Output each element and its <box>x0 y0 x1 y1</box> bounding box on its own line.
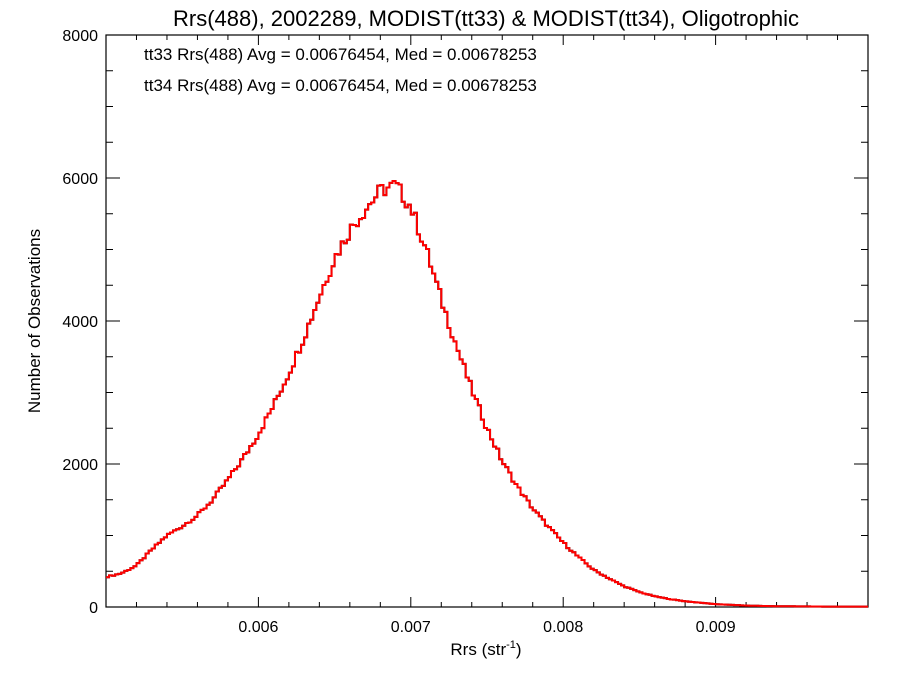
series-layer <box>106 179 868 608</box>
x-axis-label: Rrs (str-1) <box>450 639 521 659</box>
plot-frame <box>105 34 869 608</box>
y-axis: 0 2000 4000 6000 8000 <box>62 28 868 617</box>
annotation-tt34: tt34 Rrs(488) Avg = 0.00676454, Med = 0.… <box>144 76 537 95</box>
series-line-tt34 <box>106 179 868 608</box>
series-line-tt33 <box>106 179 868 608</box>
chart-title: Rrs(488), 2002289, MODIST(tt33) & MODIST… <box>173 6 799 31</box>
x-tick-label: 0.009 <box>696 619 736 636</box>
y-tick-label: 2000 <box>62 457 98 474</box>
x-axis: 0.006 0.007 0.008 0.009 <box>105 35 869 636</box>
x-tick-label: 0.007 <box>391 619 431 636</box>
x-tick-label: 0.008 <box>543 619 583 636</box>
y-tick-label: 0 <box>89 600 98 617</box>
x-tick-label: 0.006 <box>238 619 278 636</box>
y-axis-label: Number of Observations <box>25 229 44 413</box>
y-tick-label: 8000 <box>62 28 98 45</box>
y-tick-label: 6000 <box>62 171 98 188</box>
annotation-tt33: tt33 Rrs(488) Avg = 0.00676454, Med = 0.… <box>144 45 537 64</box>
y-tick-label: 4000 <box>62 314 98 331</box>
